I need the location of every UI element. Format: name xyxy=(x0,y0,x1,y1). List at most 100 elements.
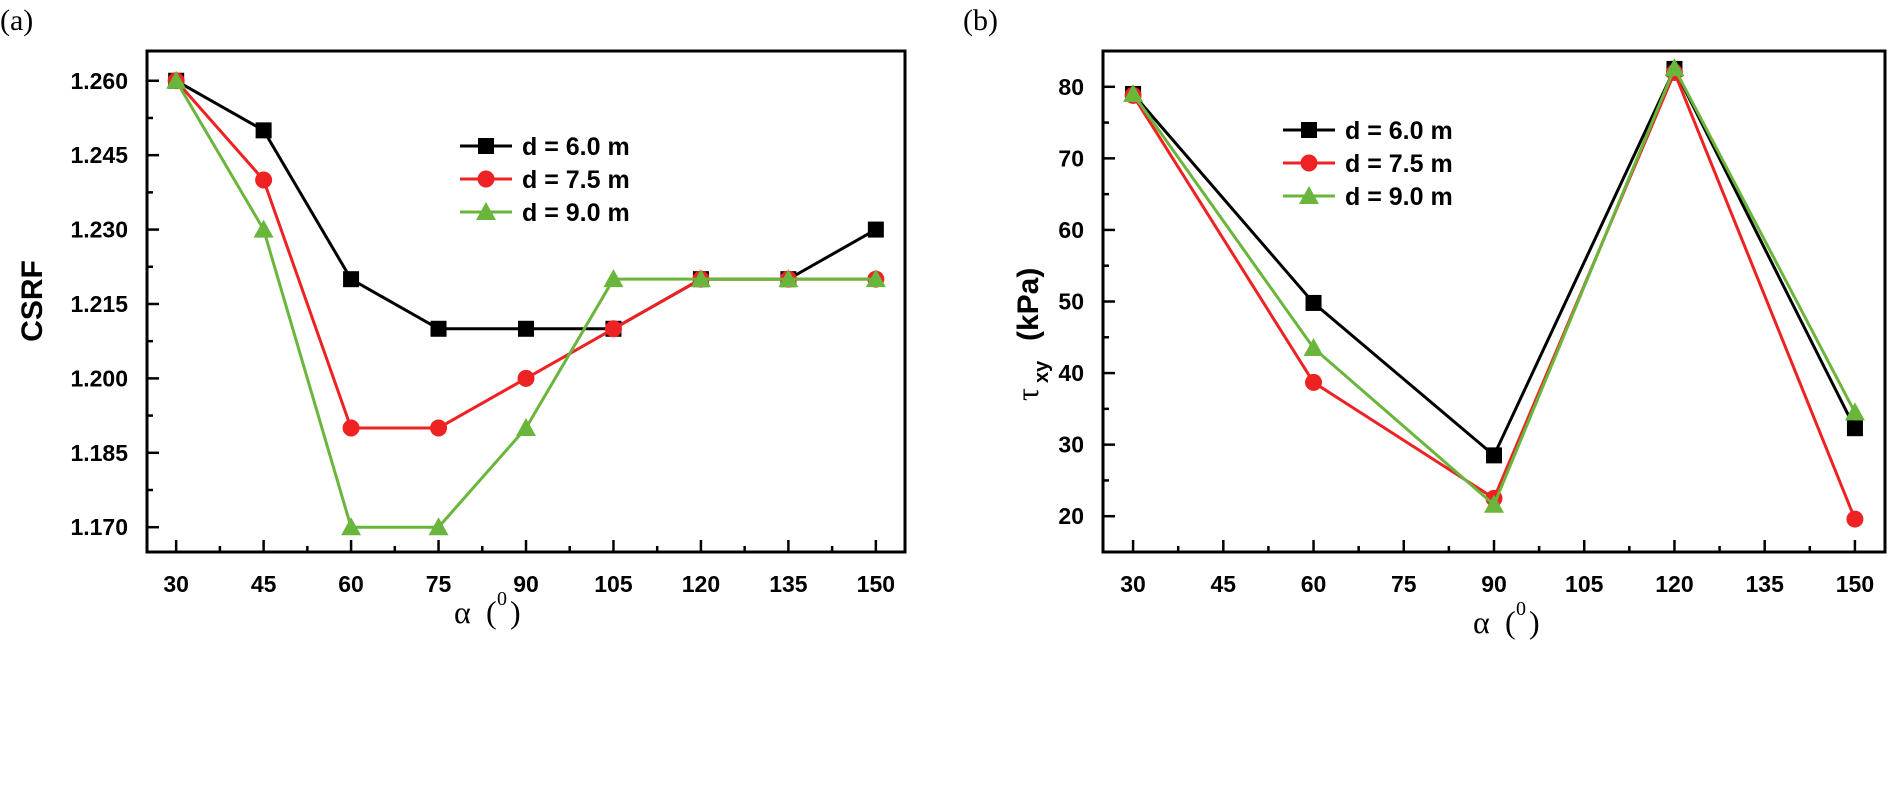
panel-b-series-2-point-2 xyxy=(1484,494,1504,513)
panel-b-x-tick-label-0: 30 xyxy=(1120,571,1146,597)
panel-a-series-2-point-1 xyxy=(253,219,274,238)
panel-a-series-0-point-8 xyxy=(867,221,884,238)
panel-b-x-axis-title: α ( 0 ) xyxy=(1473,598,1540,640)
panel-a: (a) 30 45 60 75 90 105 120 135 150 1.170 1.185 1.20… xyxy=(0,4,907,630)
panel-a-legend-item-0-label: d = 6.0 m xyxy=(522,133,630,161)
panel-b-legend-item-0: d = 6.0 m xyxy=(1283,117,1453,145)
panel-a-x-axis-title: α ( 0 ) xyxy=(454,588,521,630)
panel-b-x-axis-superscript: 0 xyxy=(1516,598,1526,620)
panel-a-y-tick-label-0: 1.170 xyxy=(70,514,128,540)
panel-a-x-axis-symbol: α xyxy=(454,594,471,630)
panel-b-legend-item-2-label: d = 9.0 m xyxy=(1345,183,1453,211)
panel-b-series-2-line xyxy=(1131,64,1857,508)
panel-a-x-axis-paren-open: ( xyxy=(486,594,497,630)
panel-a-x-tick-label-5: 105 xyxy=(594,571,633,597)
panel-a-series-2-point-8 xyxy=(865,269,886,288)
panel-b-ticks: 30 45 60 75 90 105 120 135 150 20 30 40 50 60 70 80 xyxy=(1058,74,1874,597)
panel-b-legend-item-2-swatch-point-0 xyxy=(1299,186,1319,204)
panel-b-series-2-point-3 xyxy=(1664,58,1685,77)
panel-b-series-0-point-2 xyxy=(1486,447,1502,464)
panel-b-series-0-point-4 xyxy=(1846,420,1863,437)
panel-a-series-2-point-7 xyxy=(778,269,799,288)
panel-b-series-1-point-4 xyxy=(1846,510,1864,528)
panel-b-series-2-point-1 xyxy=(1303,338,1324,357)
panel-b-label: (b) xyxy=(963,4,998,37)
panel-b-legend-item-0-label: d = 6.0 m xyxy=(1345,117,1453,145)
panel-a-legend-item-1-swatch-point-0 xyxy=(477,170,495,188)
panel-b-series-2-point-0 xyxy=(1123,83,1144,102)
panel-b-x-tick-label-2: 60 xyxy=(1301,571,1327,597)
panel-a-series-2-point-6 xyxy=(690,269,711,288)
panel-b-legend: d = 6.0 m d = 7.5 m d = 9.0 m xyxy=(1283,117,1453,211)
panel-a-series-2-point-3 xyxy=(428,517,449,536)
panel-a-legend-item-2: d = 9.0 m xyxy=(460,199,630,227)
panel-a-ticks: 30 45 60 75 90 105 120 135 150 1.170 1.185 1.200 1.2… xyxy=(70,68,895,597)
panel-a-series-1-point-5 xyxy=(604,320,622,338)
panel-b-x-tick-label-1: 45 xyxy=(1211,571,1237,597)
panel-b-x-tick-label-7: 135 xyxy=(1746,571,1785,597)
panel-a-y-tick-label-2: 1.200 xyxy=(70,365,128,391)
panel-b-x-axis-paren-open: ( xyxy=(1505,604,1516,640)
panel-a-legend-item-2-swatch-point-0 xyxy=(476,202,496,220)
panel-a-y-axis-title: CSRF xyxy=(16,260,49,342)
panel-a-label: (a) xyxy=(0,4,33,37)
panel-a-series-0-point-4 xyxy=(518,320,534,337)
panel-b-legend-item-1: d = 7.5 m xyxy=(1283,150,1453,178)
panel-a-legend-item-0: d = 6.0 m xyxy=(460,133,630,161)
panel-b-y-axis-symbol: τ xyxy=(1009,388,1045,401)
panel-a-x-axis-paren-close: ) xyxy=(510,594,521,630)
panel-b-y-tick-label-0: 20 xyxy=(1058,503,1084,529)
panel-a-series-1-point-3 xyxy=(430,419,448,437)
panel-b-series xyxy=(1123,58,1865,528)
panel-b-y-tick-label-3: 50 xyxy=(1058,289,1084,315)
panel-a-legend-item-1-label: d = 7.5 m xyxy=(522,166,630,194)
panel-b-legend-item-1-swatch-point-0 xyxy=(1300,154,1318,172)
panel-a-y-tick-label-1: 1.185 xyxy=(70,440,128,466)
panel-a-x-axis-superscript: 0 xyxy=(497,588,507,610)
panel-a-x-tick-label-0: 30 xyxy=(163,571,189,597)
panel-a-x-tick-label-2: 60 xyxy=(338,571,364,597)
panel-b-x-tick-label-5: 105 xyxy=(1565,571,1604,597)
panel-a-y-tick-label-6: 1.260 xyxy=(70,68,128,94)
panel-b-x-tick-label-4: 90 xyxy=(1481,571,1507,597)
panel-b-series-2-point-4 xyxy=(1844,402,1865,421)
panel-a-legend: d = 6.0 m d = 7.5 m d = 9.0 m xyxy=(460,133,630,227)
panel-a-y-tick-label-3: 1.215 xyxy=(70,291,128,317)
panel-a-series-2 xyxy=(166,70,886,536)
panel-b-legend-item-1-label: d = 7.5 m xyxy=(1345,150,1453,178)
panel-a-x-tick-label-8: 150 xyxy=(857,571,895,597)
panel-a-series-1-point-4 xyxy=(517,369,535,387)
panel-b-y-tick-label-4: 60 xyxy=(1058,217,1084,243)
panel-a-series-2-point-5 xyxy=(603,269,624,288)
panel-b-x-tick-label-6: 120 xyxy=(1655,571,1693,597)
panel-a-y-tick-label-5: 1.245 xyxy=(70,142,128,168)
panel-a-series-0-point-1 xyxy=(255,122,272,139)
panel-a-x-tick-label-4: 90 xyxy=(513,571,539,597)
panel-b-y-axis-subscript: xy xyxy=(1031,360,1053,383)
panel-a-series xyxy=(166,70,886,536)
panel-a-series-1-point-1 xyxy=(255,171,273,189)
panel-a-x-tick-label-3: 75 xyxy=(426,571,452,597)
panel-b-legend-item-2: d = 9.0 m xyxy=(1283,183,1453,211)
panel-b-y-axis-unit: (kPa) xyxy=(1012,268,1045,341)
panel-b-series-2 xyxy=(1123,58,1865,513)
panel-a-series-0-point-3 xyxy=(430,320,447,337)
panel-a-series-2-point-2 xyxy=(341,517,362,536)
panel-b: (b) 30 45 60 75 90 105 120 135 150 20 30 40 50 60 70 80… xyxy=(963,4,1887,640)
panel-a-legend-item-1: d = 7.5 m xyxy=(460,166,630,194)
panel-b-y-axis-title: τ xy (kPa) xyxy=(1009,268,1053,401)
panel-b-x-tick-label-3: 75 xyxy=(1391,571,1417,597)
panel-a-x-tick-label-1: 45 xyxy=(251,571,277,597)
panel-a-series-2-point-0 xyxy=(166,70,187,89)
panel-a-x-tick-label-6: 120 xyxy=(682,571,720,597)
panel-a-legend-item-2-label: d = 9.0 m xyxy=(522,199,630,227)
panel-b-y-tick-label-5: 70 xyxy=(1058,145,1084,171)
panel-b-series-1-point-1 xyxy=(1305,373,1323,391)
panel-b-series-0-point-1 xyxy=(1305,294,1322,311)
panel-a-series-2-point-4 xyxy=(516,417,536,436)
panel-a-y-tick-label-4: 1.230 xyxy=(70,217,128,243)
panel-b-x-axis-paren-close: ) xyxy=(1529,604,1540,640)
panel-b-legend-item-0-swatch-point-0 xyxy=(1301,122,1317,138)
panel-b-x-axis-symbol: α xyxy=(1473,604,1490,640)
